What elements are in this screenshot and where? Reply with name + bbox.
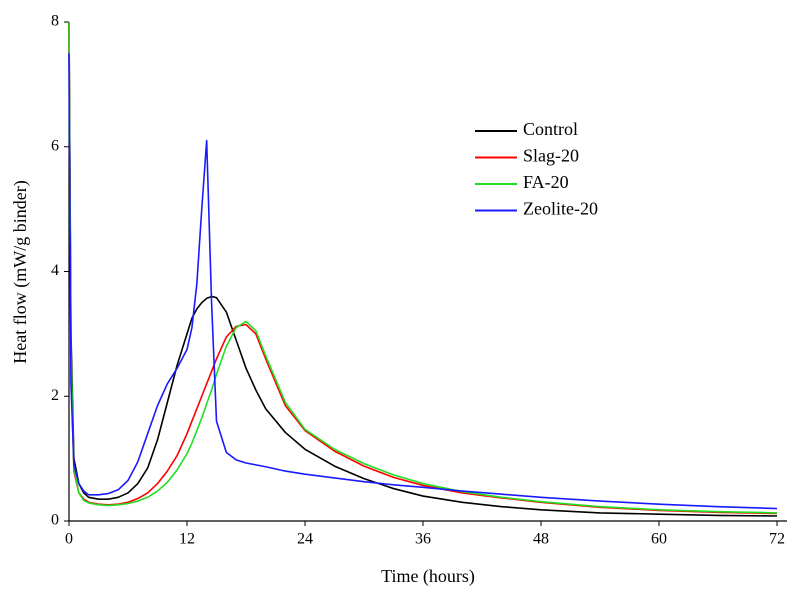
y-tick-label: 8 bbox=[51, 13, 59, 30]
data-line bbox=[68, 21, 778, 515]
data-line bbox=[68, 21, 778, 517]
y-axis-label: Heat flow (mW/g binder) bbox=[10, 180, 31, 363]
x-tick-label: 60 bbox=[651, 531, 667, 548]
y-tick-label: 2 bbox=[51, 387, 59, 404]
data-line bbox=[68, 53, 778, 510]
x-tick-label: 0 bbox=[65, 531, 73, 548]
legend-label: Slag-20 bbox=[523, 146, 579, 166]
x-tick-label: 36 bbox=[415, 531, 431, 548]
legend-label: Zeolite-20 bbox=[523, 199, 598, 219]
x-tick-label: 24 bbox=[297, 531, 313, 548]
legend-label: FA-20 bbox=[523, 172, 569, 192]
x-tick-label: 48 bbox=[533, 531, 549, 548]
y-tick-label: 6 bbox=[51, 137, 59, 154]
y-tick-label: 0 bbox=[51, 512, 59, 529]
legend-label: Control bbox=[523, 119, 578, 139]
x-tick-label: 12 bbox=[179, 531, 195, 548]
y-tick-label: 4 bbox=[51, 262, 59, 279]
x-tick-label: 72 bbox=[769, 531, 785, 548]
data-line bbox=[68, 21, 778, 514]
x-axis-label: Time (hours) bbox=[381, 566, 475, 587]
